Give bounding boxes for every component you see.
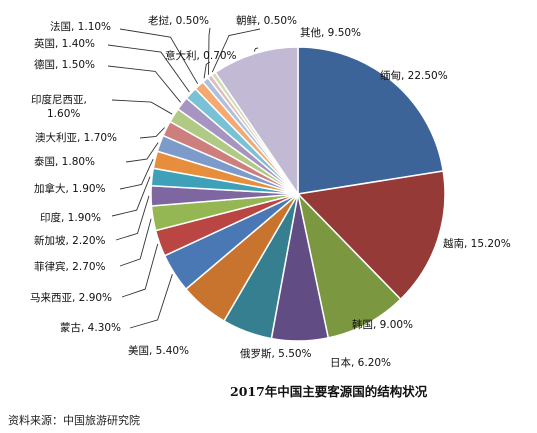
data-label-20: 朝鲜, 0.50% <box>236 14 297 27</box>
source-note: 资料来源：中国旅游研究院 <box>8 414 140 427</box>
data-label-16: 英国, 1.40% <box>34 37 95 50</box>
leader-line-8 <box>119 218 152 267</box>
data-label-14: 印度尼西亚, 1.60% <box>31 93 87 120</box>
data-label-19: 老挝, 0.50% <box>148 14 209 27</box>
leader-line-19 <box>208 27 211 75</box>
data-label-8: 菲律宾, 2.70% <box>34 260 106 273</box>
data-label-9: 新加坡, 2.20% <box>34 234 106 247</box>
leader-line-12 <box>125 142 159 163</box>
pie-slice-2 <box>296 191 402 339</box>
data-label-11: 加拿大, 1.90% <box>34 182 106 195</box>
pie-slices <box>150 46 446 342</box>
leader-line-13 <box>139 127 165 139</box>
data-label-4: 俄罗斯, 5.50% <box>240 347 312 360</box>
leader-line-7 <box>121 243 159 298</box>
data-label-7: 马来西亚, 2.90% <box>30 292 112 304</box>
data-label-5: 美国, 5.40% <box>128 344 189 357</box>
leader-line-6 <box>129 274 173 329</box>
leader-line-15 <box>107 65 181 103</box>
data-label-21: 其他, 9.50% <box>300 26 361 39</box>
chart-title: 2017年中国主要客源国的结构状况 <box>230 384 428 399</box>
leader-line-10 <box>111 176 151 217</box>
leader-line-9 <box>115 195 150 241</box>
data-label-1: 越南, 15.20% <box>443 237 511 250</box>
data-label-15: 德国, 1.50% <box>34 58 95 71</box>
data-label-6: 蒙古, 4.30% <box>60 321 121 334</box>
leader-line-11 <box>119 159 154 190</box>
leader-lines <box>107 27 261 329</box>
data-label-17: 法国, 1.10% <box>50 20 111 33</box>
pie-slice-1 <box>296 170 446 301</box>
pie-slice-21 <box>214 46 299 197</box>
data-label-12: 泰国, 1.80% <box>34 155 95 168</box>
leader-line-14 <box>111 99 173 115</box>
leader-line-20 <box>211 28 261 73</box>
data-label-18: 意大利, 0.70% <box>165 49 237 62</box>
data-labels: 缅甸, 22.50% 越南, 15.20% 韩国, 9.00% 日本, 6.20% 俄罗… <box>30 14 511 369</box>
leader-line-16 <box>107 44 190 93</box>
data-label-13: 澳大利亚, 1.70% <box>35 131 117 144</box>
leader-line-21 <box>253 47 259 52</box>
data-label-3: 日本, 6.20% <box>330 356 391 369</box>
pie-slice-0 <box>297 46 445 195</box>
data-label-2: 韩国, 9.00% <box>352 318 413 331</box>
data-label-10: 印度, 1.90% <box>40 211 101 224</box>
data-label-0: 缅甸, 22.50% <box>380 69 448 82</box>
leader-line-18 <box>203 61 211 79</box>
leader-line-17 <box>119 28 199 85</box>
